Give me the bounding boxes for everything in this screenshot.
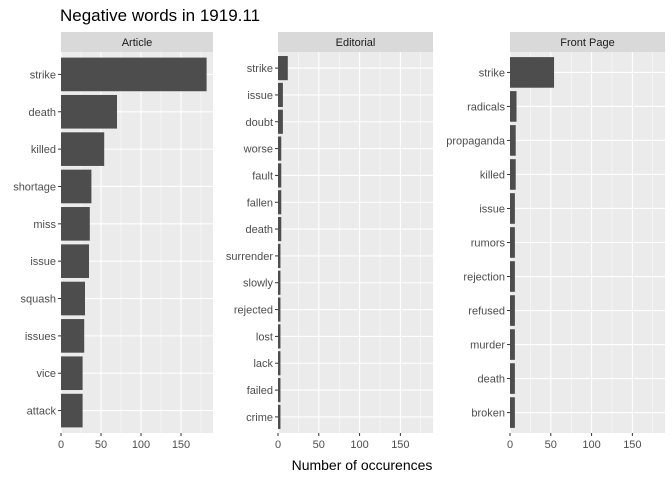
facet-strip-editorial xyxy=(278,32,433,52)
x-tick-label: 0 xyxy=(275,439,281,451)
x-tick-label: 150 xyxy=(391,439,409,451)
facet-article: Article strike death killed shortage miss issu… xyxy=(13,32,213,451)
y-tick-label: death xyxy=(245,224,273,236)
x-tick-label: 150 xyxy=(623,439,641,451)
y-tick-label: strike xyxy=(30,69,56,81)
x-tick-label: 150 xyxy=(172,439,190,451)
y-tick-label: surrender xyxy=(226,251,273,263)
y-tick-label: miss xyxy=(33,219,56,231)
x-tick-label: 50 xyxy=(95,439,107,451)
y-tick-label: propaganda xyxy=(446,135,506,147)
y-tick-label: issue xyxy=(479,203,505,215)
facet-label-front-page: Front Page xyxy=(560,37,614,49)
x-tick-label: 100 xyxy=(582,439,600,451)
y-tick-label: issue xyxy=(30,256,56,268)
bar-editorial-strike xyxy=(278,56,288,81)
facet-label-editorial: Editorial xyxy=(336,37,376,49)
bar-editorial-fault xyxy=(278,163,282,188)
bar-front-page-death xyxy=(510,363,515,394)
x-tick-label: 100 xyxy=(350,439,368,451)
y-tick-label: vice xyxy=(36,368,56,380)
chart-title: Negative words in 1919.11 xyxy=(60,6,260,25)
x-tick-label: 50 xyxy=(545,439,557,451)
bar-front-page-propaganda xyxy=(510,125,516,156)
y-tick-label: slowly xyxy=(243,278,273,290)
y-tick-label: lack xyxy=(253,358,273,370)
y-tick-label: strike xyxy=(479,67,505,79)
x-tick-label: 50 xyxy=(313,439,325,451)
bar-editorial-lost xyxy=(278,324,281,349)
bar-article-death xyxy=(61,94,117,129)
y-tick-label: broken xyxy=(471,408,505,420)
y-tick-label: failed xyxy=(247,385,273,397)
bar-editorial-lack xyxy=(278,351,281,376)
bar-editorial-fallen xyxy=(278,190,282,215)
x-tick-label: 0 xyxy=(507,439,513,451)
y-tick-label: attack xyxy=(27,406,57,418)
bar-front-page-strike xyxy=(510,57,555,88)
bar-editorial-slowly xyxy=(278,270,281,295)
y-tick-label: doubt xyxy=(245,117,273,129)
facet-editorial: Editorial strike issue doubt worse fault falle… xyxy=(226,32,433,451)
x-tick-label: 100 xyxy=(132,439,150,451)
facet-strip-front-page xyxy=(510,32,665,52)
bar-editorial-worse xyxy=(278,136,282,161)
bar-article-miss xyxy=(61,207,90,241)
x-axis-title: Number of occurences xyxy=(292,457,433,473)
y-tick-label: refused xyxy=(468,306,505,318)
bar-editorial-rejected xyxy=(278,297,281,322)
y-tick-label: death xyxy=(28,107,56,119)
bar-article-vice xyxy=(61,356,83,391)
bar-front-page-rejection xyxy=(510,261,515,292)
bar-article-shortage xyxy=(61,169,92,204)
bar-editorial-failed xyxy=(278,377,281,403)
bar-editorial-crime xyxy=(278,404,281,429)
bar-front-page-issue xyxy=(510,193,515,224)
bar-front-page-murder xyxy=(510,329,515,360)
x-tick-label: 0 xyxy=(58,439,64,451)
y-tick-label: strike xyxy=(247,63,273,75)
bar-article-killed xyxy=(61,132,105,166)
facet-label-article: Article xyxy=(122,37,153,49)
y-tick-label: issue xyxy=(247,90,273,102)
bar-article-issue xyxy=(61,244,89,278)
bar-editorial-issue xyxy=(278,82,283,108)
y-tick-label: radicals xyxy=(467,101,505,113)
y-tick-label: shortage xyxy=(13,181,56,193)
y-tick-label: fallen xyxy=(247,197,273,209)
y-tick-label: rumors xyxy=(471,238,506,250)
bar-front-page-radicals xyxy=(510,91,517,122)
y-tick-label: killed xyxy=(31,144,56,156)
panel-background-editorial xyxy=(278,52,433,433)
facet-front-page: Front Page strike radicals propaganda killed… xyxy=(446,32,665,451)
bar-front-page-rumors xyxy=(510,227,515,258)
bar-editorial-doubt xyxy=(278,109,283,134)
bar-front-page-broken xyxy=(510,397,515,428)
y-tick-label: worse xyxy=(243,144,273,156)
y-tick-label: rejection xyxy=(463,272,505,284)
y-tick-label: crime xyxy=(246,412,273,424)
y-tick-label: lost xyxy=(256,331,273,343)
y-tick-label: rejected xyxy=(234,305,273,317)
y-tick-label: squash xyxy=(21,294,56,306)
y-tick-label: killed xyxy=(480,169,505,181)
bar-editorial-surrender xyxy=(278,243,281,268)
y-tick-label: issues xyxy=(25,331,57,343)
y-tick-label: murder xyxy=(470,340,505,352)
facet-panels: Article strike death killed shortage miss issu… xyxy=(13,32,665,451)
y-tick-label: fault xyxy=(252,170,273,182)
bar-front-page-killed xyxy=(510,159,516,190)
bar-article-issues xyxy=(61,319,85,353)
bar-article-attack xyxy=(61,393,83,428)
bar-article-squash xyxy=(61,281,85,316)
y-tick-label: death xyxy=(477,374,505,386)
bar-editorial-death xyxy=(278,217,282,242)
facet-strip-article xyxy=(61,32,213,52)
bar-front-page-refused xyxy=(510,295,515,326)
bar-article-strike xyxy=(61,57,207,92)
